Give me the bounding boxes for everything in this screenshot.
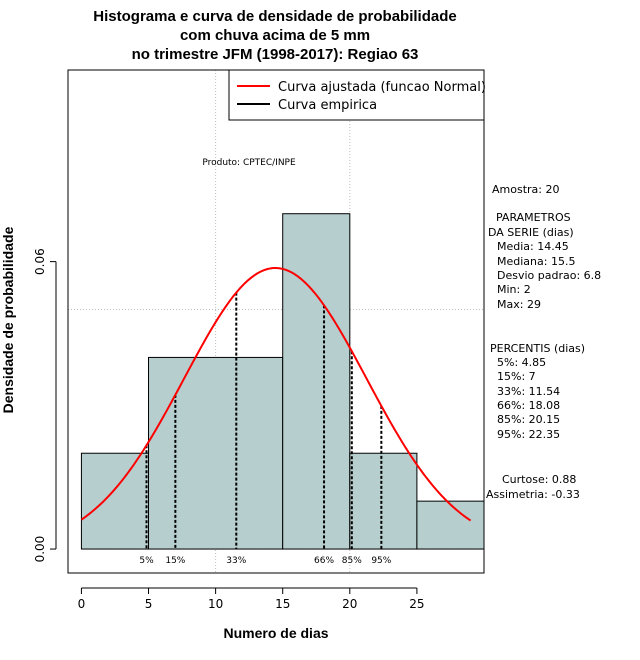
skewness: Assimetria: -0.33: [486, 488, 580, 501]
percentile-95: 95%: 22.35: [497, 428, 560, 441]
percentile-label-5: 95%: [371, 556, 391, 566]
histogram-bar-2: [282, 213, 351, 550]
x-axis-title: Numero de dias: [223, 625, 328, 641]
histogram-bar-4: [416, 500, 485, 550]
normal-curve: [80, 267, 472, 522]
param-min: Min: 2: [497, 283, 531, 296]
statistics-panel: Amostra: 20 PARAMETROS DA SERIE (dias) M…: [486, 183, 601, 501]
y-tick-label-1: 0.06: [33, 248, 47, 275]
y-tick-label-0: 0.00: [33, 536, 47, 563]
param-median: Mediana: 15.5: [497, 255, 575, 268]
chart-title-line-3: no trimestre JFM (1998-2017): Regiao 63: [132, 46, 419, 63]
param-max: Max: 29: [497, 298, 541, 311]
kurtosis: Curtose: 0.88: [502, 473, 576, 486]
credit-text: Produto: CPTEC/INPE: [202, 158, 296, 168]
percentile-lines: 5% 15% 33% 66% 85% 95%: [139, 292, 392, 566]
histogram-bars: [80, 213, 485, 550]
percentile-label-1: 15%: [165, 556, 185, 566]
percentile-33: 33%: 11.54: [497, 385, 560, 398]
legend-label-fit: Curva ajustada (funcao Normal): [278, 80, 486, 95]
chart-title: Histograma e curva de densidade de proba…: [93, 8, 456, 63]
params-title-line-1: PARAMETROS: [496, 211, 571, 224]
percentile-label-3: 66%: [314, 556, 334, 566]
percentiles-title: PERCENTIS (dias): [490, 342, 585, 355]
percentile-5: 5%: 4.85: [497, 356, 546, 369]
x-axis: 0 5 10 15 20 25: [78, 587, 425, 611]
normal-curve-layer: [80, 267, 472, 522]
histogram-bar-1: [148, 356, 284, 550]
x-tick-label-4: 20: [342, 597, 357, 611]
y-axis-title: Densidade de probabilidade: [0, 226, 16, 413]
sample-size: Amostra: 20: [492, 183, 559, 196]
legend-label-empirical: Curva empirica: [278, 98, 377, 113]
param-mean: Media: 14.45: [497, 240, 569, 253]
percentile-66: 66%: 18.08: [497, 399, 560, 412]
x-tick-label-0: 0: [78, 597, 86, 611]
percentile-label-4: 85%: [342, 556, 362, 566]
percentile-85: 85%: 20.15: [497, 413, 560, 426]
legend-box: [228, 69, 485, 121]
legend: Curva ajustada (funcao Normal) Curva emp…: [228, 69, 486, 121]
percentile-label-2: 33%: [226, 556, 246, 566]
y-axis: 0.00 0.06: [33, 248, 57, 563]
x-tick-label-2: 10: [208, 597, 223, 611]
params-title-line-2: DA SERIE (dias): [488, 226, 574, 239]
x-tick-label-3: 15: [275, 597, 290, 611]
percentile-15: 15%: 7: [497, 370, 536, 383]
param-stddev: Desvio padrao: 6.8: [497, 269, 601, 282]
histogram-bar-0: [80, 452, 150, 550]
percentile-label-0: 5%: [139, 556, 154, 566]
histogram-bar-3: [349, 452, 418, 550]
chart-title-line-2: com chuva acima de 5 mm: [180, 27, 370, 44]
x-tick-label-1: 5: [145, 597, 153, 611]
x-tick-label-5: 25: [409, 597, 424, 611]
chart-title-line-1: Histograma e curva de densidade de proba…: [93, 8, 456, 25]
